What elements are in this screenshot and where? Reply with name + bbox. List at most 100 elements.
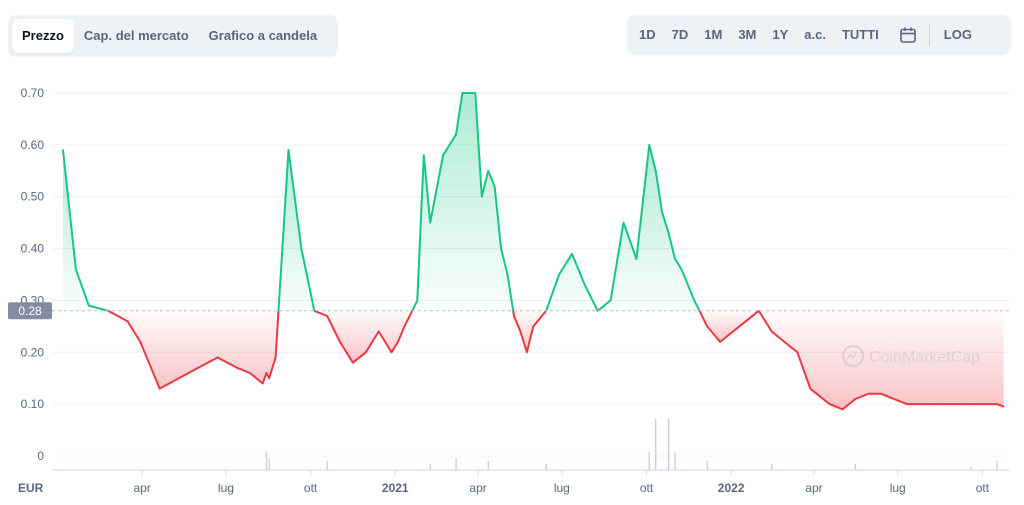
price-point (745, 320, 747, 322)
range-7d-button[interactable]: 7D (671, 27, 689, 42)
price-point (493, 185, 496, 188)
x-tick-label: lug (890, 481, 906, 495)
price-point (365, 351, 367, 354)
chart-gridlines (52, 92, 1010, 471)
volume-bar (771, 464, 773, 470)
price-line-up (411, 92, 515, 312)
price-point (62, 149, 64, 151)
range-1d-button[interactable]: 1D (639, 27, 656, 42)
x-tick-label: 2021 (382, 481, 409, 495)
price-point (158, 387, 161, 390)
price-point (500, 247, 502, 250)
price-point (249, 372, 251, 374)
y-tick-label: 0.60 (21, 138, 45, 152)
volume-bar (674, 452, 676, 470)
price-point (455, 133, 457, 136)
range-all-button[interactable]: TUTTI (841, 27, 879, 42)
volume-bars (265, 419, 998, 470)
price-line-up (545, 143, 701, 312)
price-point (139, 341, 142, 343)
price-point (461, 92, 464, 94)
price-point (648, 144, 651, 146)
price-point (480, 195, 483, 198)
x-tick-label: 2022 (718, 481, 745, 495)
price-point (906, 403, 908, 405)
volume-bar (429, 464, 431, 470)
price-point (661, 211, 663, 214)
area-below-baseline (314, 310, 413, 363)
time-range-selector: 1D 7D 1M 3M 1Y a.c. TUTTI LOG (627, 15, 1011, 55)
price-point (506, 273, 509, 276)
chart-type-tabs: Prezzo Cap. del mercato Grafico a candel… (8, 15, 338, 57)
range-3m-button[interactable]: 3M (738, 27, 757, 42)
price-point (571, 252, 573, 255)
y-tick-label: 0.70 (21, 86, 45, 100)
volume-bar (854, 464, 857, 470)
price-line-down (107, 309, 280, 390)
price-point (558, 273, 560, 276)
price-point (770, 330, 773, 333)
range-1m-button[interactable]: 1M (704, 27, 723, 42)
price-point (880, 392, 882, 395)
price-point (268, 377, 270, 380)
price-point (178, 377, 180, 380)
x-axis: apr lug ott 2021 apr lug ott 2022 apr lug ott (134, 470, 990, 495)
volume-bar (326, 461, 328, 470)
price-point (970, 403, 973, 405)
volume-bar (265, 452, 268, 470)
x-tick-label: ott (640, 481, 654, 495)
price-point (126, 320, 129, 322)
price-point (706, 325, 709, 328)
y-tick-label: 0.20 (21, 345, 45, 359)
y-tick-label: 0.50 (21, 190, 45, 204)
x-tick-label: apr (805, 481, 822, 495)
price-point (274, 356, 277, 359)
volume-bar (487, 461, 489, 470)
price-point (300, 247, 303, 250)
price-point (996, 403, 998, 405)
y-tick-label: 0.40 (21, 242, 45, 256)
watermark-text: CoinMarketCap (869, 349, 980, 366)
tab-grafico-candela[interactable]: Grafico a candela (208, 28, 318, 43)
price-point (719, 341, 721, 343)
tab-cap-mercato[interactable]: Cap. del mercato (83, 28, 189, 43)
price-point (809, 387, 812, 390)
price-point (654, 169, 657, 172)
volume-bar (667, 419, 670, 470)
price-point (983, 403, 986, 405)
price-point (815, 392, 818, 395)
price-point (265, 372, 268, 374)
price-point (957, 403, 960, 405)
price-point (919, 403, 921, 405)
range-ytd-button[interactable]: a.c. (804, 27, 826, 42)
volume-bar (455, 458, 457, 470)
currency-label: EUR (18, 481, 44, 495)
range-1y-button[interactable]: 1Y (772, 27, 789, 42)
price-point (197, 367, 200, 369)
log-scale-button[interactable]: LOG (943, 27, 972, 42)
price-line-down (512, 310, 547, 354)
price-point (236, 367, 238, 369)
area-below-baseline (108, 310, 279, 389)
tab-prezzo[interactable]: Prezzo (12, 19, 74, 53)
price-point (442, 154, 444, 157)
price-line-up (277, 149, 316, 312)
y-tick-label: 0 (37, 449, 44, 463)
toolbar-divider (928, 24, 930, 46)
price-point (622, 221, 625, 224)
price-point (796, 351, 799, 354)
price-point (429, 221, 432, 224)
volume-bar (970, 467, 973, 470)
price-point (532, 325, 535, 328)
price-point (674, 258, 676, 260)
coinmarketcap-watermark: CoinMarketCap (841, 344, 980, 368)
price-line-down (757, 310, 1004, 411)
price-point (397, 341, 399, 343)
calendar-icon[interactable] (893, 20, 923, 50)
current-price-label: 0.28 (18, 304, 42, 318)
price-point (390, 351, 393, 354)
volume-bar (996, 461, 998, 470)
area-above-baseline (412, 93, 514, 311)
price-point (944, 403, 947, 405)
